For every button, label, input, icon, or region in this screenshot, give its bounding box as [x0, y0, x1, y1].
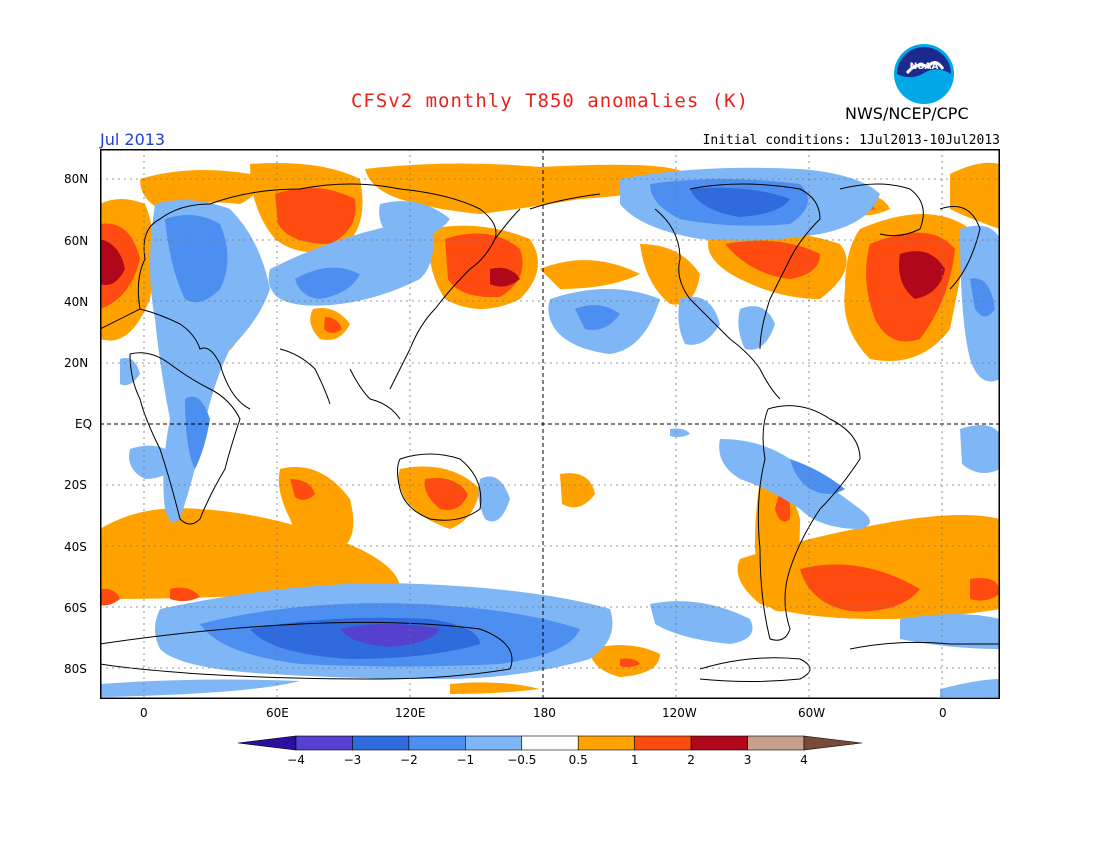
month-label: Jul 2013 [100, 130, 166, 149]
lon-label-180: 180 [533, 706, 556, 720]
lat-label-20n: 20N [64, 356, 89, 370]
colorbar-triangle-low [238, 735, 297, 751]
graticule [100, 149, 1000, 699]
coastlines [100, 183, 1000, 682]
colorbar-segment [408, 735, 466, 751]
anomaly-map [100, 149, 1000, 699]
colorbar-label: −4 [287, 753, 305, 767]
lon-label-60e: 60E [266, 706, 289, 720]
lat-label-80n: 80N [64, 172, 89, 186]
colorbar-segment [295, 735, 353, 751]
colorbar-triangle-high [803, 735, 862, 751]
lon-label-120e: 120E [395, 706, 426, 720]
colorbar-label: −2 [400, 753, 418, 767]
lat-label-40s: 40S [64, 540, 87, 554]
colorbar-label: −0.5 [507, 753, 536, 767]
colorbar-segment [690, 735, 748, 751]
organization-label: NWS/NCEP/CPC [845, 104, 969, 123]
map-frame [100, 149, 1000, 699]
colorbar-label: 3 [744, 753, 752, 767]
colorbar: −4 −3 −2 −1 −0.5 0.5 1 2 3 4 [238, 735, 862, 767]
colorbar-label: 2 [687, 753, 695, 767]
lat-label-20s: 20S [64, 478, 87, 492]
lon-label-120w: 120W [662, 706, 697, 720]
colorbar-segment [352, 735, 410, 751]
lat-label-80s: 80S [64, 662, 87, 676]
colorbar-segment [747, 735, 805, 751]
positive-anomaly-regions [100, 162, 1000, 694]
colorbar-label: −1 [456, 753, 474, 767]
noaa-logo: NOAA [894, 44, 954, 104]
colorbar-segment [634, 735, 692, 751]
initial-conditions: Initial conditions: 1Jul2013-10Jul2013 [702, 133, 1000, 148]
lat-label-60n: 60N [64, 234, 89, 248]
colorbar-label: 4 [800, 753, 808, 767]
lon-label-60w: 60W [798, 706, 826, 720]
colorbar-segment [521, 735, 579, 751]
chart-title: CFSv2 monthly T850 anomalies (K) [350, 90, 750, 112]
colorbar-segment [577, 735, 635, 751]
lat-label-40n: 40N [64, 295, 89, 309]
lon-label-0-east: 0 [939, 706, 947, 720]
colorbar-label: 1 [631, 753, 639, 767]
lon-label-0-west: 0 [140, 706, 148, 720]
lat-label-eq: EQ [75, 417, 93, 431]
colorbar-label: 0.5 [569, 753, 588, 767]
lat-label-60s: 60S [64, 601, 87, 615]
logo-text: NOAA [910, 62, 939, 72]
colorbar-label: −3 [344, 753, 362, 767]
colorbar-segment [465, 735, 523, 751]
